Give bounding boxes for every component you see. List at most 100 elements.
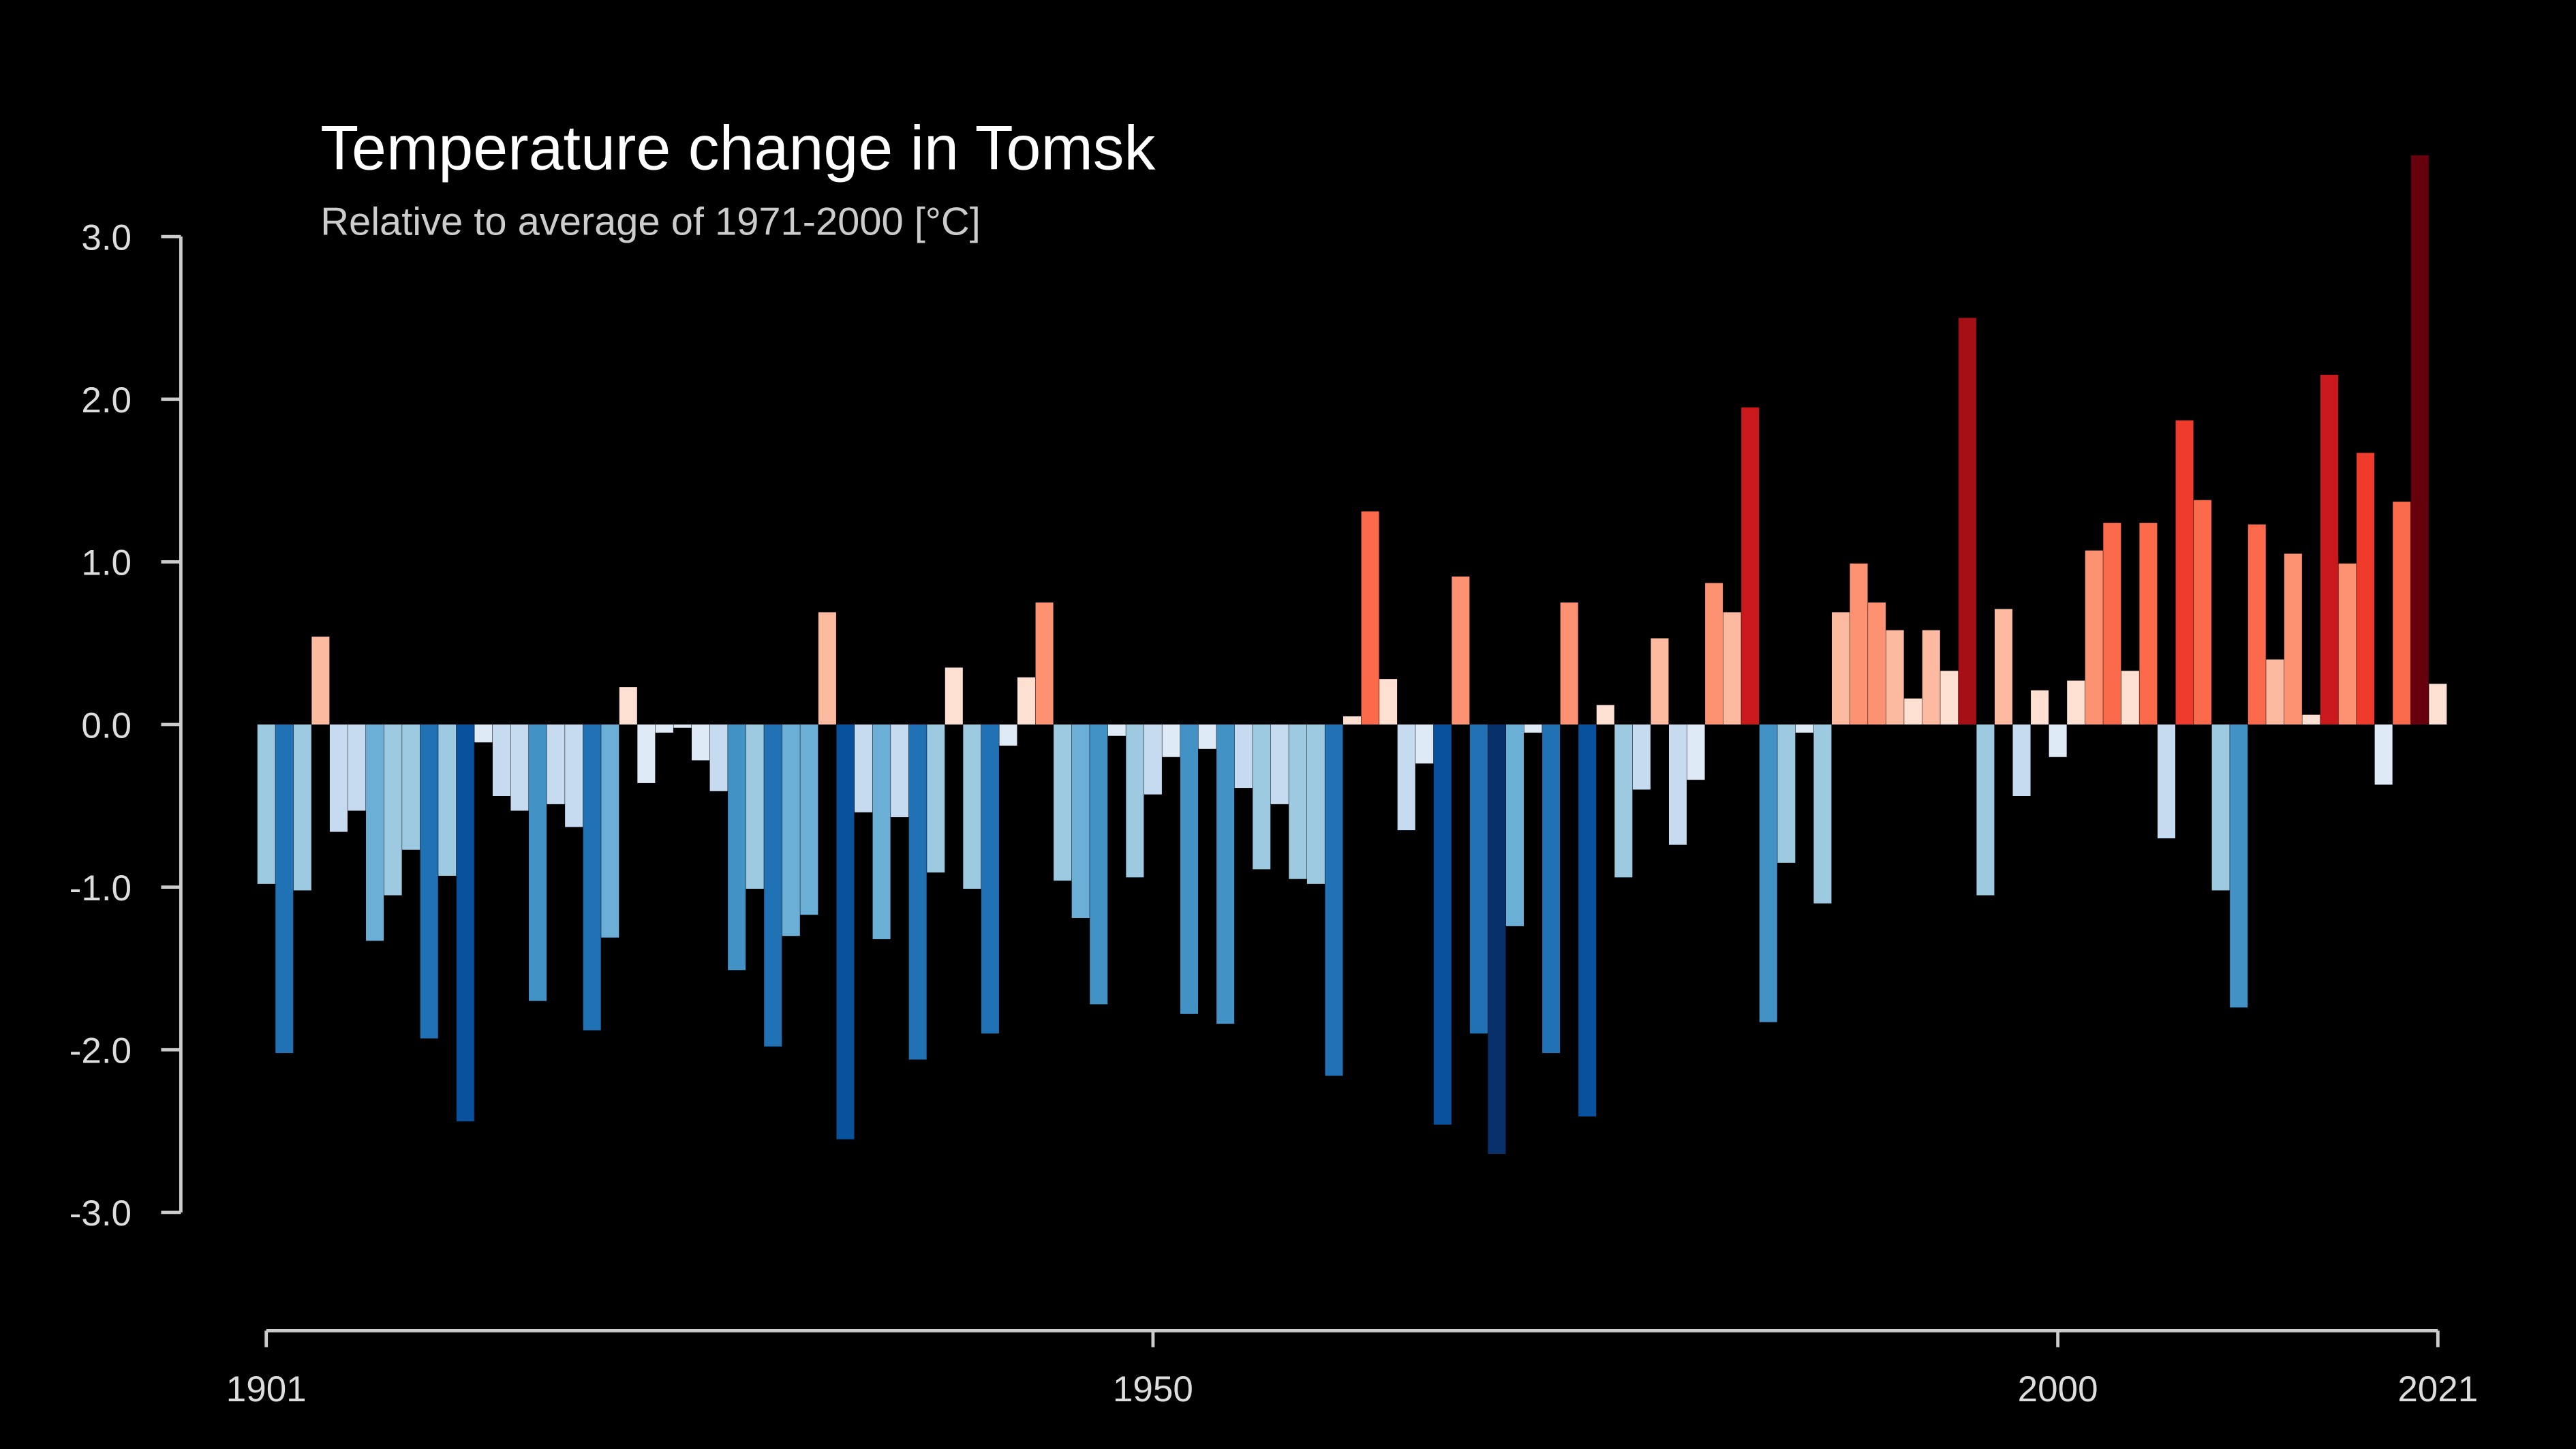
bar [1361,511,1379,724]
bar [1270,724,1289,804]
bar [420,724,438,1039]
bar [709,724,728,791]
bar [2374,724,2393,785]
bar [1958,318,1976,725]
bar [474,724,493,743]
bar [800,724,818,915]
bar [782,724,800,936]
bar [2194,500,2212,724]
bar [1234,724,1253,789]
bar [547,724,565,804]
bar [1035,603,1054,724]
bar [2302,714,2320,724]
bar [2067,680,2085,724]
bar [601,724,619,938]
bar [637,724,656,783]
bar [1289,724,1307,879]
bar [2085,550,2103,724]
bar [2103,523,2121,724]
bar [1795,724,1813,733]
bar [1524,724,1542,733]
bar [1054,724,1072,881]
bar [1542,724,1561,1054]
bar [655,724,673,733]
bar [1651,638,1669,724]
bar [1306,724,1325,884]
bar [529,724,547,1001]
bar [348,724,366,811]
bar [673,724,692,728]
bar [1162,724,1180,757]
bar [1415,724,1434,764]
y-tick-label: -2.0 [70,1031,132,1071]
bar [692,724,710,761]
bar [2139,523,2158,724]
bar [1831,612,1850,724]
y-tick-label: -1.0 [70,868,132,909]
bar [1759,724,1777,1022]
bar [1813,724,1832,904]
bar [836,724,855,1140]
bar [402,724,420,850]
x-tick-label: 1901 [226,1369,307,1409]
x-tick-label: 2000 [2018,1369,2098,1409]
bar [2393,502,2411,724]
bar [1687,724,1705,780]
bar [384,724,402,896]
bar [1379,679,1398,724]
bar [1596,705,1614,724]
bar [2320,374,2338,724]
bar [1397,724,1415,831]
bar [2230,724,2248,1008]
bar [2410,155,2429,725]
bar [293,724,311,891]
y-tick-label: -3.0 [70,1193,132,1234]
bar [1886,630,1904,724]
bar [2248,524,2266,724]
bar [1505,724,1524,926]
bar [1452,576,1470,724]
bar [1723,612,1741,724]
bar [1180,724,1199,1014]
bar [1433,724,1452,1125]
bar [2175,420,2194,724]
y-tick-label: 0.0 [81,705,132,746]
bar [927,724,945,873]
bar [1850,563,1868,724]
bar [999,724,1017,746]
bar [1090,724,1108,1005]
bar [1940,671,1959,724]
bar [2338,563,2357,724]
bar [1253,724,1271,870]
bar [1994,609,2012,724]
bar [2357,453,2375,724]
x-tick-label: 1950 [1113,1369,1193,1409]
bar [1343,716,1362,724]
bar [1922,630,1940,724]
y-tick-label: 1.0 [81,543,132,583]
bar [1488,724,1506,1154]
bar [764,724,782,1047]
bar [1107,724,1126,736]
bar [2266,659,2284,724]
x-tick-label: 2021 [2397,1369,2478,1409]
bar [1705,583,1723,724]
bar [1198,724,1216,749]
bar [2429,684,2447,724]
bar [366,724,384,941]
bar [945,667,963,724]
bar [510,724,529,811]
bar [1126,724,1144,878]
bar [2211,724,2230,891]
chart-subtitle: Relative to average of 1971-2000 [°C] [320,200,981,244]
bar [818,612,836,724]
bar [583,724,601,1031]
bar [1632,724,1651,790]
bar [311,637,330,724]
bar [329,724,348,832]
bar [619,687,637,724]
bar [1560,603,1578,724]
bar [456,724,474,1122]
bar [438,724,457,876]
